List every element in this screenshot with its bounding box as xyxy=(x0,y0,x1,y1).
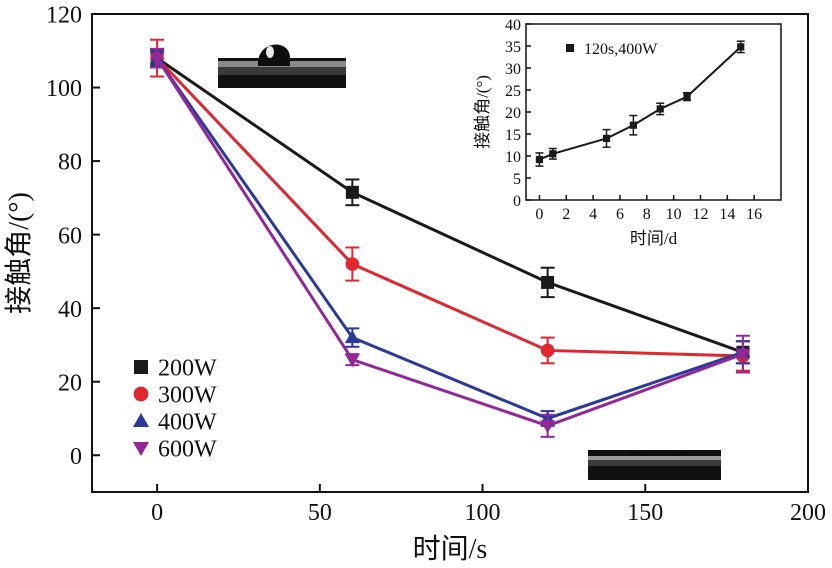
y-tick-label: 100 xyxy=(46,76,82,102)
legend-marker xyxy=(132,412,150,427)
inset-legend-label: 120s,400W xyxy=(584,41,658,58)
main-plot-area: 0 50 100 150 200020406080100120时间/s接触角/(°)20… xyxy=(3,3,826,565)
legend-marker xyxy=(133,386,149,402)
inset-data-point xyxy=(549,150,557,158)
x-tick-label: 0 xyxy=(151,500,163,526)
data-point xyxy=(541,275,555,289)
inset-x-tick-label: 10 xyxy=(666,206,682,223)
x-axis-title: 时间/s xyxy=(413,533,488,565)
legend-marker xyxy=(134,360,148,374)
inset-x-axis-title: 时间/d xyxy=(630,229,678,248)
inset-plot-area: 0 2 4 6 8 10 12 14 16 0 5 10 15 20 25 30 35 40 时间/d 接触角/(°)… xyxy=(473,17,782,248)
inset-legend: 120s,400W xyxy=(566,41,658,58)
series-line xyxy=(156,56,744,354)
data-point xyxy=(540,343,555,358)
inset-y-tick-label: 30 xyxy=(505,61,521,78)
inset-y-tick-label: 15 xyxy=(505,127,521,144)
x-tick-label: 100 xyxy=(465,500,501,526)
plot-frame xyxy=(91,13,809,493)
legend-label: 200W xyxy=(158,356,217,382)
inset-y-tick-label: 0 xyxy=(513,193,521,210)
series-line xyxy=(156,57,743,358)
x-tick-label: 50 xyxy=(308,500,332,526)
inset-x-tick-label: 12 xyxy=(692,206,708,223)
y-tick-label: 20 xyxy=(58,370,82,396)
data-point xyxy=(540,420,556,434)
legend-label: 300W xyxy=(158,383,217,409)
inset-y-tick-label: 5 xyxy=(513,171,521,188)
y-tick-label: 0 xyxy=(70,444,82,470)
series-line xyxy=(155,57,744,428)
inset-y-tick-label: 20 xyxy=(505,105,521,122)
data-point xyxy=(344,354,360,368)
legend-label: 600W xyxy=(158,437,217,463)
inset-legend-marker xyxy=(566,44,574,52)
inset-x-tick-label: 16 xyxy=(746,206,762,223)
series-line xyxy=(155,57,744,421)
inset-x-tick-label: 14 xyxy=(719,206,735,223)
inset-data-point xyxy=(656,105,664,113)
inset-x-tick-label: 6 xyxy=(616,206,624,223)
inset-data-point xyxy=(602,134,611,142)
legend-label: 400W xyxy=(158,410,217,436)
y-tick-label: 80 xyxy=(58,150,82,176)
inset-y-tick-label: 40 xyxy=(505,17,521,34)
x-tick-label: 150 xyxy=(627,500,663,526)
inset-y-axis-title: 接触角/(°) xyxy=(473,75,492,149)
inset-data-point xyxy=(629,121,637,129)
y-tick-label: 40 xyxy=(58,297,82,323)
droplet-photo-high-angle xyxy=(218,44,346,88)
data-point xyxy=(345,185,359,199)
inset-x-tick-label: 2 xyxy=(562,206,570,223)
droplet-photo-low-angle xyxy=(588,450,721,480)
data-point xyxy=(149,52,165,66)
inset-y-tick-label: 35 xyxy=(505,39,521,56)
series-4 xyxy=(149,47,751,438)
x-tick-label: 200 xyxy=(790,500,826,526)
legend-marker xyxy=(132,442,150,457)
data-point xyxy=(735,348,751,362)
inset-x-tick-label: 0 xyxy=(535,206,543,223)
inset-data-point xyxy=(683,93,691,101)
inset-x-tick-label: 8 xyxy=(643,206,651,223)
inset-series-1 xyxy=(535,40,745,167)
data-point xyxy=(344,330,360,344)
inset-data-point xyxy=(737,43,745,51)
y-tick-label: 120 xyxy=(46,3,82,29)
inset-x-tick-label: 4 xyxy=(589,206,597,223)
inset-y-tick-label: 10 xyxy=(505,149,521,166)
inset-data-point xyxy=(535,155,544,164)
y-tick-label: 60 xyxy=(58,223,82,249)
y-axis-title: 接触角/(°) xyxy=(3,192,35,314)
inset-y-tick-label: 25 xyxy=(505,83,521,100)
data-point xyxy=(345,257,360,271)
